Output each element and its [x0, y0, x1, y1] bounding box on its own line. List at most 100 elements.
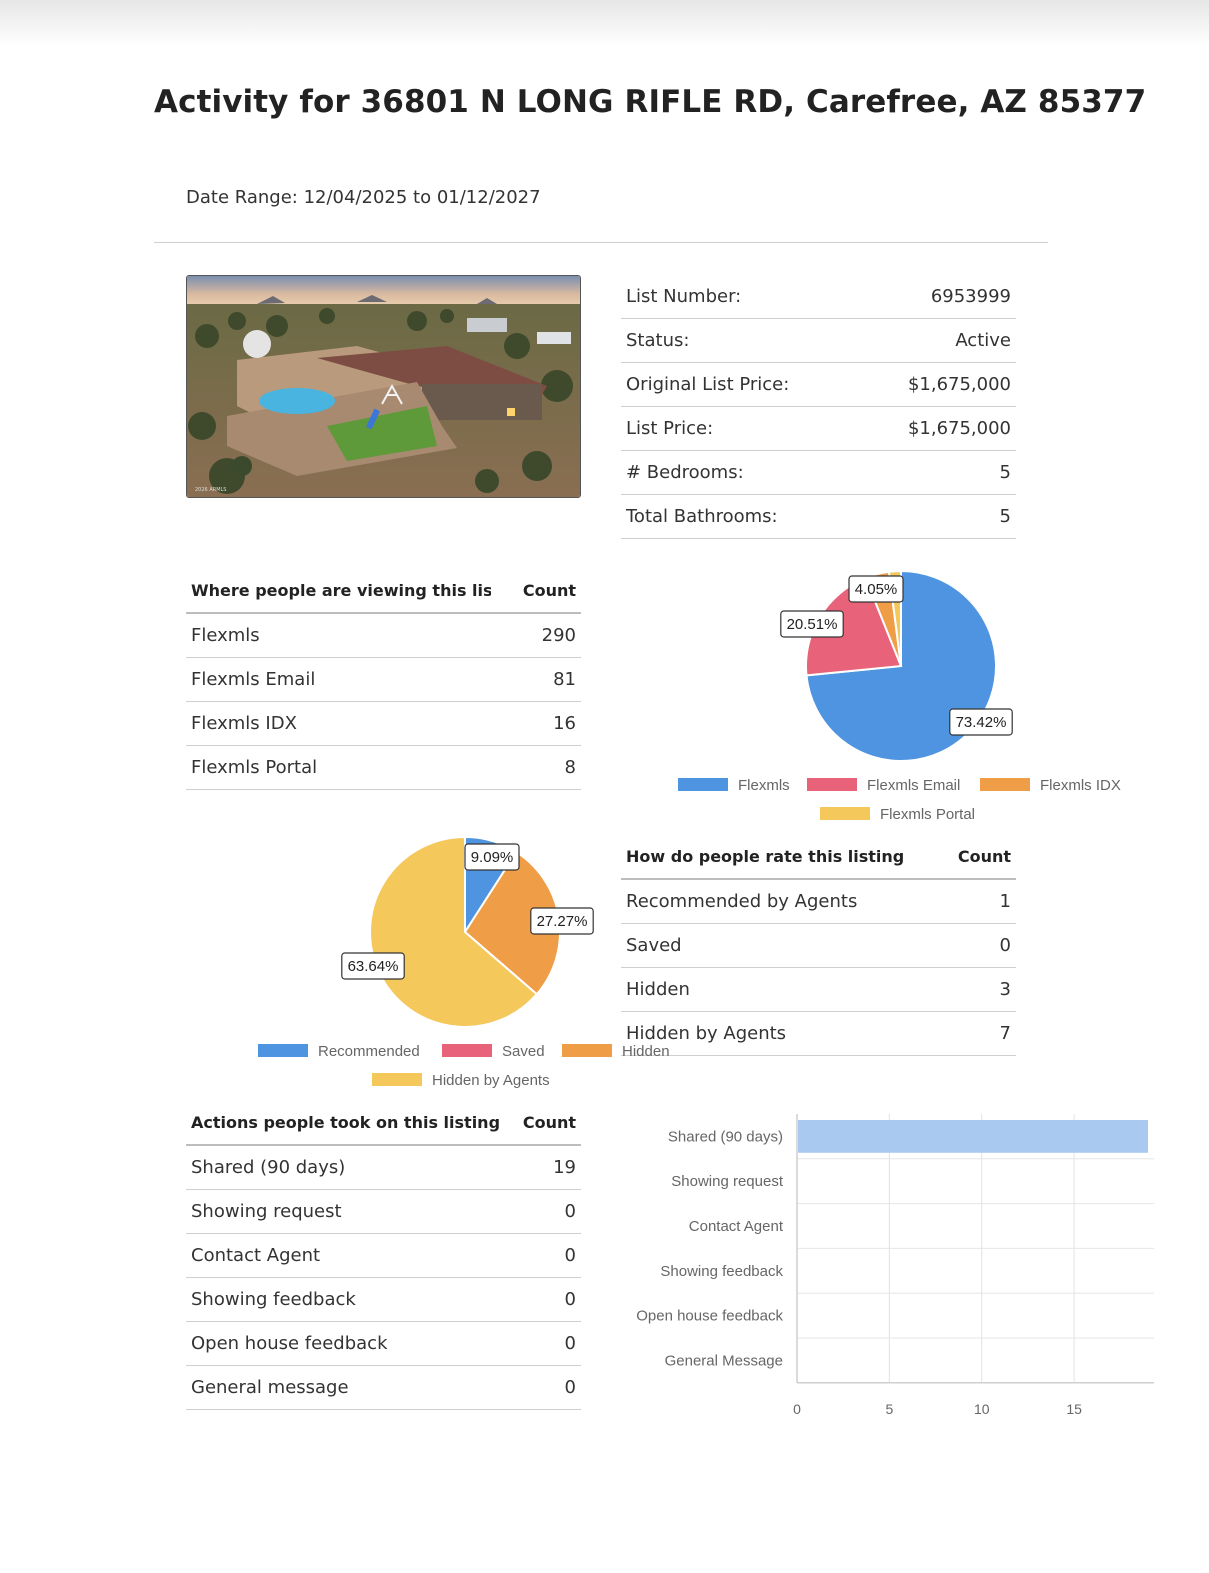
table-row: Flexmls Portal 8	[186, 745, 581, 790]
y-tick-label: Contact Agent	[689, 1218, 784, 1235]
table-row: Recommended by Agents 1	[621, 879, 1016, 924]
data-label-text: 73.42%	[956, 714, 1007, 731]
table-row: General message 0	[186, 1365, 581, 1410]
rate-table: How do people rate this listing Count Re…	[621, 835, 1016, 1056]
row-label: Contact Agent	[186, 1233, 516, 1278]
legend-swatch-hidden	[562, 1044, 612, 1057]
pie-data-label: 4.05%	[848, 575, 904, 603]
row-label: Flexmls Email	[186, 657, 491, 702]
table-header-row: Actions people took on this listing Coun…	[186, 1101, 581, 1146]
info-value: Active	[860, 318, 1016, 363]
info-row-bedrooms: # Bedrooms: 5	[621, 450, 1016, 495]
y-tick-label: Showing feedback	[660, 1263, 783, 1280]
date-range: Date Range: 12/04/2025 to 01/12/2027	[186, 187, 541, 208]
legend-label-hidden: Hidden	[622, 1043, 670, 1060]
row-label: Flexmls Portal	[186, 745, 491, 790]
legend-label-flexmls: Flexmls	[738, 777, 790, 794]
legend-swatch-hidden-by-agents	[372, 1073, 422, 1086]
table-header-row: How do people rate this listing Count	[621, 835, 1016, 880]
info-row-list-number: List Number: 6953999	[621, 275, 1016, 319]
legend-swatch-flexmls-portal	[820, 807, 870, 820]
pie-data-label: 63.64%	[341, 952, 405, 980]
listing-info-table: List Number: 6953999 Status: Active Origin…	[621, 275, 1016, 539]
data-label-box	[848, 575, 904, 603]
info-value: $1,675,000	[860, 362, 1016, 407]
info-value: 5	[860, 494, 1016, 539]
x-tick-label: 5	[885, 1401, 893, 1417]
table-row: Hidden 3	[621, 967, 1016, 1012]
legend-swatch-flexmls-email	[807, 778, 857, 791]
svg-text:2026 ARMLS: 2026 ARMLS	[195, 487, 226, 493]
data-label-text: 20.51%	[787, 616, 838, 633]
row-count: 7	[944, 1011, 1016, 1056]
row-count: 0	[515, 1189, 581, 1234]
data-label-text: 63.64%	[348, 958, 399, 975]
info-row-bathrooms: Total Bathrooms: 5	[621, 494, 1016, 539]
legend-swatch-flexmls	[678, 778, 728, 791]
legend-label-flexmls-idx: Flexmls IDX	[1040, 777, 1121, 794]
row-label: Hidden by Agents	[621, 1011, 945, 1056]
actions-table: Actions people took on this listing Coun…	[186, 1101, 581, 1410]
bar-shared-90-days	[798, 1120, 1148, 1153]
table-row: Saved 0	[621, 923, 1016, 968]
info-row-status: Status: Active	[621, 318, 1016, 363]
actions-bar-chart: 0 5 10 15 Shared (90 days) Showing request Con…	[636, 1114, 1154, 1417]
row-count: 16	[491, 701, 581, 746]
data-label-text: 27.27%	[537, 913, 588, 930]
ratings-pie-chart: 9.09% 27.27% 63.64% Recommended Saved Hidden H…	[258, 835, 670, 1089]
table-row: Showing request 0	[186, 1189, 581, 1234]
legend-label-hidden-by-agents: Hidden by Agents	[432, 1072, 550, 1089]
listing-photo: 2026 ARMLS	[186, 275, 581, 498]
table-row: Open house feedback 0	[186, 1321, 581, 1366]
y-tick-label: Open house feedback	[636, 1308, 783, 1325]
info-value: $1,675,000	[860, 406, 1016, 451]
table-row: Showing feedback 0	[186, 1277, 581, 1322]
top-shadow	[0, 0, 1209, 46]
x-tick-label: 15	[1066, 1401, 1082, 1417]
column-header-count: Count	[491, 569, 581, 614]
data-label-box	[780, 610, 844, 638]
data-label-box	[464, 843, 520, 871]
pie-data-label: 9.09%	[464, 843, 520, 871]
row-label: Showing feedback	[186, 1277, 516, 1322]
table-row: Contact Agent 0	[186, 1233, 581, 1278]
row-count: 3	[944, 967, 1016, 1012]
column-header-rating: How do people rate this listing	[621, 835, 945, 880]
data-label-box	[530, 907, 594, 935]
row-label: Showing request	[186, 1189, 516, 1234]
legend-label-flexmls-portal: Flexmls Portal	[880, 806, 975, 823]
legend-swatch-flexmls-idx	[980, 778, 1030, 791]
row-label: Flexmls	[186, 613, 491, 658]
row-count: 8	[491, 745, 581, 790]
info-row-list-price: List Price: $1,675,000	[621, 406, 1016, 451]
row-label: Flexmls IDX	[186, 701, 491, 746]
table-row: Flexmls 290	[186, 613, 581, 658]
info-label: Total Bathrooms:	[621, 494, 861, 539]
row-count: 81	[491, 657, 581, 702]
legend-label-flexmls-email: Flexmls Email	[867, 777, 960, 794]
info-label: # Bedrooms:	[621, 450, 861, 495]
legend-label-recommended: Recommended	[318, 1043, 420, 1060]
row-label: Saved	[621, 923, 945, 968]
table-header-row: Where people are viewing this listing Co…	[186, 569, 581, 614]
table-row: Hidden by Agents 7	[621, 1011, 1016, 1056]
row-count: 19	[515, 1145, 581, 1190]
row-count: 0	[515, 1321, 581, 1366]
row-count: 1	[944, 879, 1016, 924]
page-title: Activity for 36801 N LONG RIFLE RD, Care…	[154, 84, 1147, 120]
row-count: 0	[515, 1233, 581, 1278]
pie-data-label: 20.51%	[780, 610, 844, 638]
info-label: Status:	[621, 318, 861, 363]
column-header-action: Actions people took on this listing	[186, 1101, 516, 1146]
row-count: 290	[491, 613, 581, 658]
data-label-box	[341, 952, 405, 980]
row-count: 0	[515, 1277, 581, 1322]
x-tick-label: 0	[793, 1401, 801, 1417]
info-label: List Number:	[621, 275, 861, 319]
row-label: Hidden	[621, 967, 945, 1012]
row-label: Open house feedback	[186, 1321, 516, 1366]
divider	[154, 242, 1048, 243]
column-header-source: Where people are viewing this listing	[186, 569, 491, 614]
column-header-count: Count	[515, 1101, 581, 1146]
pie-data-label: 27.27%	[530, 907, 594, 935]
